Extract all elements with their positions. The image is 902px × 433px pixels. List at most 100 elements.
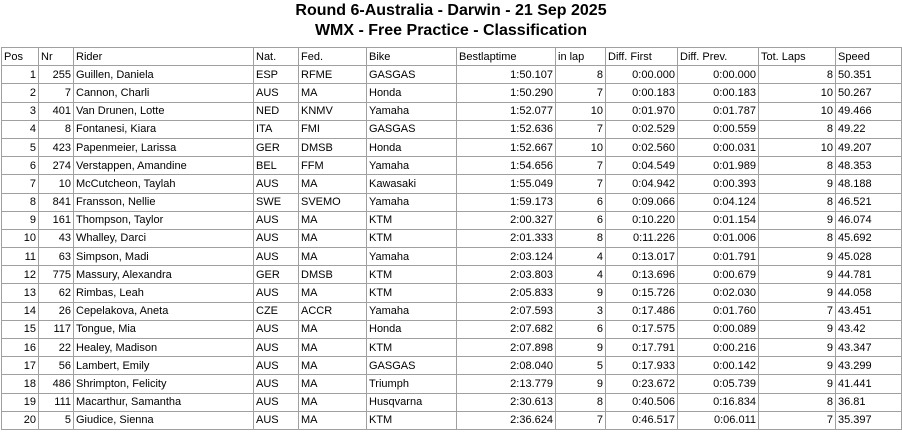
cell: 10 bbox=[38, 174, 74, 194]
cell: 0:09.066 bbox=[605, 192, 678, 212]
cell: 841 bbox=[38, 192, 74, 212]
cell: Honda bbox=[366, 83, 457, 103]
header-row: Pos Nr Rider Nat. Fed. Bike Bestlaptime in lap D… bbox=[1, 46, 902, 67]
cell: MA bbox=[298, 319, 367, 340]
column-header: Bike bbox=[366, 46, 457, 67]
cell: 775 bbox=[38, 265, 74, 285]
cell: 16 bbox=[1, 337, 39, 358]
cell: 19 bbox=[1, 392, 39, 412]
cell: SWE bbox=[253, 192, 299, 212]
cell: KNMV bbox=[298, 101, 367, 121]
cell: GASGAS bbox=[366, 119, 457, 139]
cell: 22 bbox=[38, 337, 74, 358]
cell: 0:00.393 bbox=[677, 174, 759, 194]
cell: MA bbox=[298, 283, 367, 303]
cell: 486 bbox=[38, 374, 74, 394]
cell: 8 bbox=[758, 65, 836, 85]
cell: Cepelakova, Aneta bbox=[73, 301, 254, 321]
cell: 5 bbox=[1, 137, 39, 158]
column-header: Tot. Laps bbox=[758, 46, 836, 67]
cell: 62 bbox=[38, 283, 74, 303]
cell: 18 bbox=[1, 374, 39, 394]
cell: 9 bbox=[758, 210, 836, 230]
cell: 8 bbox=[758, 392, 836, 412]
cell: 0:00.031 bbox=[677, 137, 759, 158]
cell: 0:46.517 bbox=[605, 410, 678, 430]
cell: Verstappen, Amandine bbox=[73, 156, 254, 176]
cell: 0:00.142 bbox=[677, 356, 759, 376]
cell: Yamaha bbox=[366, 247, 457, 267]
cell: 0:13.696 bbox=[605, 265, 678, 285]
cell: Whalley, Darci bbox=[73, 228, 254, 249]
cell: 7 bbox=[758, 410, 836, 430]
table-row: 10 43 Whalley, Darci AUS MA KTM 2:01.333 8 0:11.… bbox=[1, 228, 902, 249]
cell: 15 bbox=[1, 319, 39, 340]
cell: 1 bbox=[1, 65, 39, 85]
cell: 44.058 bbox=[835, 283, 902, 303]
table-body: 1 255 Guillen, Daniela ESP RFME GASGAS 1:50.10… bbox=[1, 65, 902, 430]
cell: 0:01.006 bbox=[677, 228, 759, 249]
cell: 56 bbox=[38, 356, 74, 376]
cell: Giudice, Sienna bbox=[73, 410, 254, 430]
cell: 48.353 bbox=[835, 156, 902, 176]
column-header: in lap bbox=[555, 46, 606, 67]
cell: 0:02.529 bbox=[605, 119, 678, 139]
cell: 0:01.760 bbox=[677, 301, 759, 321]
cell: Honda bbox=[366, 319, 457, 340]
cell: MA bbox=[298, 337, 367, 358]
cell: 161 bbox=[38, 210, 74, 230]
cell: 14 bbox=[1, 301, 39, 321]
cell: 8 bbox=[555, 65, 606, 85]
cell: Yamaha bbox=[366, 192, 457, 212]
table-row: 3 401 Van Drunen, Lotte NED KNMV Yamaha 1:52.0… bbox=[1, 101, 902, 121]
cell: 2:07.898 bbox=[456, 337, 556, 358]
cell: 7 bbox=[1, 174, 39, 194]
cell: 0:01.154 bbox=[677, 210, 759, 230]
cell: 7 bbox=[555, 156, 606, 176]
cell: 1:50.290 bbox=[456, 83, 556, 103]
cell: MA bbox=[298, 228, 367, 249]
title: Round 6-Australia - Darwin - 21 Sep 2025 bbox=[295, 2, 607, 19]
cell: 10 bbox=[1, 228, 39, 249]
cell: Simpson, Madi bbox=[73, 247, 254, 267]
cell: 43.347 bbox=[835, 337, 902, 358]
cell: 9 bbox=[758, 247, 836, 267]
cell: 0:02.560 bbox=[605, 137, 678, 158]
cell: 10 bbox=[758, 83, 836, 103]
cell: AUS bbox=[253, 210, 299, 230]
cell: 2:03.124 bbox=[456, 247, 556, 267]
cell: ACCR bbox=[298, 301, 367, 321]
cell: 7 bbox=[555, 119, 606, 139]
cell: 8 bbox=[1, 192, 39, 212]
cell: Rimbas, Leah bbox=[73, 283, 254, 303]
cell: 43.42 bbox=[835, 319, 902, 340]
cell: 0:40.506 bbox=[605, 392, 678, 412]
cell: 0:17.933 bbox=[605, 356, 678, 376]
cell: 26 bbox=[38, 301, 74, 321]
cell: MA bbox=[298, 83, 367, 103]
cell: 255 bbox=[38, 65, 74, 85]
cell: 45.028 bbox=[835, 247, 902, 267]
cell: 2:00.327 bbox=[456, 210, 556, 230]
cell: 10 bbox=[555, 137, 606, 158]
cell: 1:52.636 bbox=[456, 119, 556, 139]
cell: Husqvarna bbox=[366, 392, 457, 412]
cell: 0:02.030 bbox=[677, 283, 759, 303]
cell: 0:04.549 bbox=[605, 156, 678, 176]
cell: 274 bbox=[38, 156, 74, 176]
cell: Fontanesi, Kiara bbox=[73, 119, 254, 139]
cell: 50.351 bbox=[835, 65, 902, 85]
cell: Fransson, Nellie bbox=[73, 192, 254, 212]
cell: 9 bbox=[758, 356, 836, 376]
cell: 35.397 bbox=[835, 410, 902, 430]
cell: 9 bbox=[758, 174, 836, 194]
cell: GER bbox=[253, 265, 299, 285]
cell: 43.451 bbox=[835, 301, 902, 321]
cell: 49.22 bbox=[835, 119, 902, 139]
cell: 1:55.049 bbox=[456, 174, 556, 194]
cell: Massury, Alexandra bbox=[73, 265, 254, 285]
cell: Papenmeier, Larissa bbox=[73, 137, 254, 158]
cell: 2:36.624 bbox=[456, 410, 556, 430]
cell: 8 bbox=[38, 119, 74, 139]
